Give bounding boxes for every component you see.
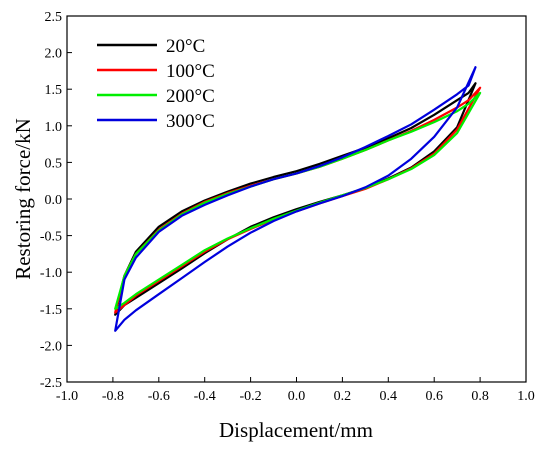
x-tick-label: -0.4 <box>194 389 216 404</box>
y-ticks: 2.5 2.0 1.5 1.0 0.5 0.0 -0.5 -1.0 -1.5 -2.0 -2.5 <box>40 10 72 391</box>
x-tick-label: -0.6 <box>148 389 170 404</box>
y-axis-title: Restoring force/kN <box>11 118 35 280</box>
y-tick-label: -1.5 <box>40 303 62 318</box>
series-line-4 <box>114 66 477 332</box>
y-tick-label: -2.5 <box>40 376 62 391</box>
legend-label: 20°C <box>166 36 205 57</box>
y-tick-label: 0.0 <box>45 193 63 208</box>
x-tick-label: 0.0 <box>288 389 306 404</box>
x-tick-label: -0.8 <box>102 389 124 404</box>
y-tick-label: 1.5 <box>45 83 63 98</box>
x-tick-label: 1.0 <box>517 389 535 404</box>
x-tick-label: -1.0 <box>56 389 78 404</box>
x-ticks: -1.0 -0.8 -0.6 -0.4 -0.2 0.0 0.2 0.4 0.6 0.8 1.0 <box>56 377 535 404</box>
x-tick-label: 0.8 <box>471 389 489 404</box>
legend: 20°C 100°C 200°C 300°C <box>97 36 215 132</box>
x-axis-title: Displacement/mm <box>219 418 373 442</box>
y-tick-label: -0.5 <box>40 230 62 245</box>
series-layer <box>114 66 482 332</box>
legend-label: 300°C <box>166 111 215 132</box>
y-tick-label: 2.5 <box>45 10 63 25</box>
legend-label: 200°C <box>166 86 215 107</box>
y-tick-label: 1.0 <box>45 120 63 135</box>
x-tick-label: 0.4 <box>380 389 398 404</box>
x-tick-label: 0.6 <box>425 389 443 404</box>
y-tick-label: 0.5 <box>45 156 63 171</box>
y-tick-label: -1.0 <box>40 266 62 281</box>
y-tick-label: 2.0 <box>45 47 63 62</box>
series-line-3 <box>114 91 482 310</box>
y-tick-label: -2.0 <box>40 339 62 354</box>
legend-label: 100°C <box>166 61 215 82</box>
x-tick-label: -0.2 <box>240 389 262 404</box>
x-tick-label: 0.2 <box>334 389 352 404</box>
